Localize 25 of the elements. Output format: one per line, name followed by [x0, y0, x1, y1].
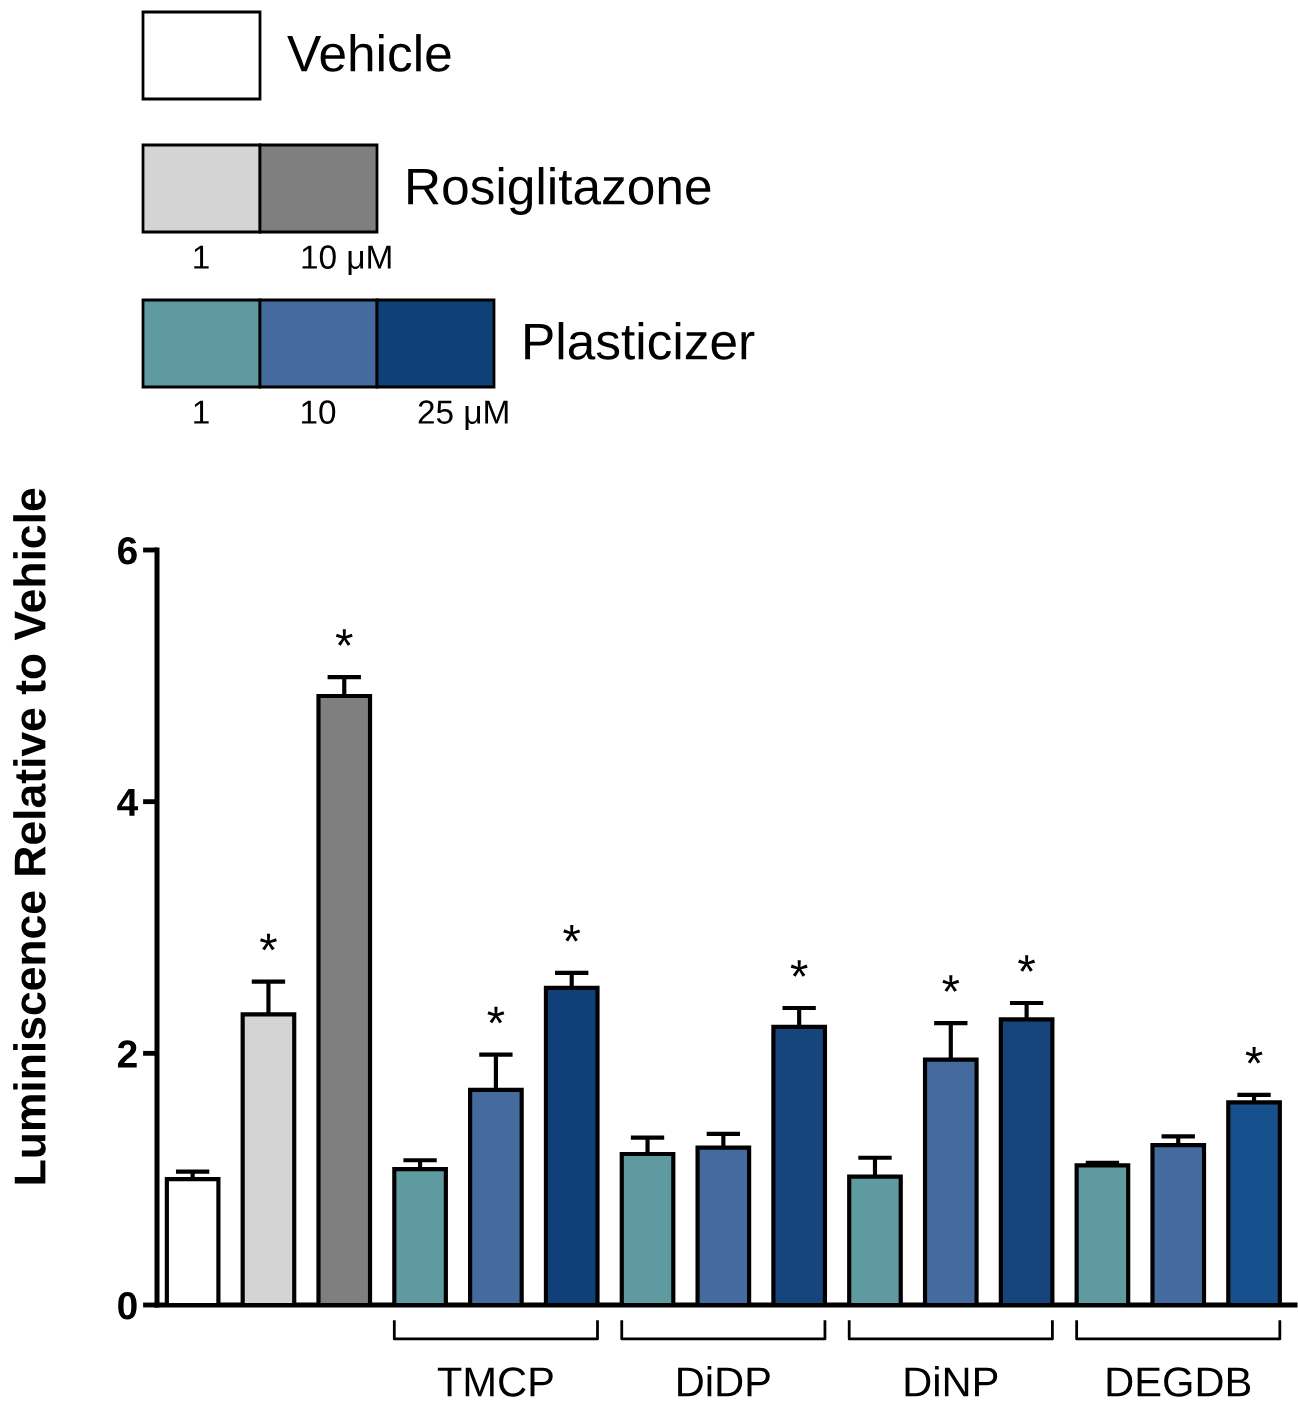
data-label: *: [1245, 1047, 1263, 1064]
data-label: *: [942, 975, 960, 992]
legend-label: Vehicle: [287, 34, 451, 72]
text: 10 μM: [302, 245, 391, 276]
data-label: *: [563, 924, 581, 942]
text: 1: [194, 400, 209, 424]
y-tick-label: 0: [118, 1291, 137, 1320]
text: 1: [194, 245, 209, 269]
data-label: *: [487, 1006, 505, 1024]
data-label: *: [1018, 955, 1036, 972]
legend-label: Plasticizer: [525, 322, 755, 360]
x-tick-label: TMCP: [437, 1367, 553, 1397]
data-label: *: [260, 933, 277, 951]
y-tick-label: 6: [118, 536, 137, 565]
legend-label: Rosiglitazone: [408, 167, 711, 215]
y-axis-title: Luminiscence Relative to Vehicle: [13, 488, 46, 1184]
text: 10: [302, 400, 336, 424]
x-tick-label: DiDP: [678, 1366, 770, 1397]
y-tick-label: 2: [117, 1040, 137, 1068]
x-tick-label: DEGDB: [1107, 1367, 1251, 1397]
data-label: *: [790, 960, 808, 977]
x-tick-label: DiNP: [905, 1366, 998, 1397]
data-label: *: [335, 629, 353, 646]
text: 25 μM: [418, 400, 508, 431]
y-tick-label: 4: [117, 789, 139, 816]
